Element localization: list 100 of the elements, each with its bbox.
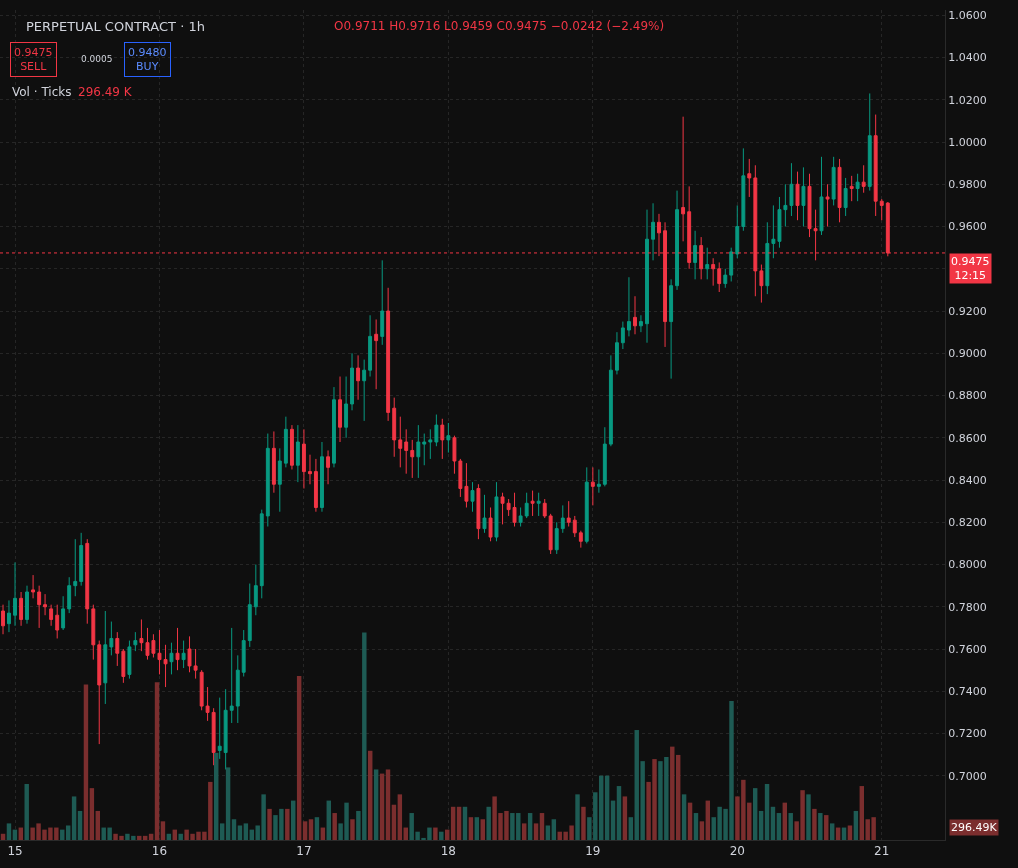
candlestick [867, 92, 872, 192]
bar [6, 823, 12, 840]
candlestick [771, 204, 776, 259]
bar [350, 819, 355, 840]
bar [373, 769, 379, 840]
bar [776, 813, 782, 840]
candlestick [181, 640, 186, 669]
bar [628, 817, 634, 840]
candlestick [464, 462, 469, 508]
bar [385, 769, 391, 840]
candlestick [717, 261, 722, 293]
candlestick [615, 331, 619, 375]
candlestick [500, 492, 505, 525]
y-tick-label: 0.7000 [948, 769, 987, 783]
candlestick [55, 604, 60, 639]
candlestick [25, 585, 29, 625]
candlestick [548, 513, 553, 555]
candlestick [693, 230, 698, 280]
y-tick-label: 0.7800 [948, 600, 987, 614]
candlestick [19, 591, 24, 627]
bar [456, 806, 462, 840]
candlestick [235, 654, 240, 724]
candlestick [482, 494, 487, 534]
candlestick [277, 447, 282, 513]
candlestick [169, 642, 174, 675]
candlestick [633, 295, 637, 335]
candlestick [626, 276, 631, 337]
candlestick [470, 481, 475, 513]
text: PERPETUAL CONTRACT · 1h [26, 19, 205, 34]
bar [302, 821, 308, 840]
bar [83, 684, 89, 840]
bar [486, 806, 491, 840]
candlestick [61, 595, 66, 631]
bar [433, 827, 438, 840]
candlestick [554, 521, 559, 555]
candlestick [759, 264, 764, 304]
candlestick [211, 707, 216, 766]
candlestick [374, 318, 379, 390]
bar [225, 767, 231, 840]
candlestick [295, 424, 300, 483]
candlestick [795, 171, 800, 221]
candlestick [356, 354, 361, 401]
candlestick [602, 426, 607, 487]
candlestick [362, 359, 367, 422]
candlestick [590, 466, 595, 506]
bar [24, 783, 29, 840]
bar [368, 750, 373, 840]
y-tick-label: 1.0400 [948, 51, 987, 65]
candlestick [705, 247, 710, 280]
candlestick [428, 428, 433, 460]
annotation: 0.9475 SELL [14, 46, 53, 74]
candlestick [518, 506, 523, 528]
candlestick [849, 175, 854, 202]
bar [77, 810, 83, 840]
bar [89, 788, 95, 840]
bar [829, 823, 835, 840]
y-tick-label: 0.9000 [948, 347, 987, 361]
y-tick-label: 0.8200 [948, 516, 987, 530]
candlestick [638, 314, 643, 333]
candlestick [368, 314, 373, 378]
candlestick [542, 498, 547, 519]
bar [285, 808, 290, 840]
candlestick [392, 397, 397, 458]
bar [308, 819, 314, 840]
y-tick-label: 0.8400 [948, 473, 987, 487]
candlestick [175, 627, 180, 671]
bar [314, 817, 320, 840]
candlestick [524, 492, 529, 519]
bar [539, 813, 545, 840]
x-tick-label: 18 [440, 844, 457, 859]
candlestick [566, 500, 571, 528]
candlestick [13, 561, 17, 627]
candlestick [241, 629, 246, 677]
candlestick [446, 422, 451, 454]
candlestick [313, 458, 318, 513]
candlestick [476, 483, 481, 540]
candlestick [398, 416, 403, 468]
candlestick [308, 454, 312, 485]
candlestick [711, 257, 716, 287]
bar [699, 821, 705, 840]
candlestick [91, 604, 96, 661]
candlestick [801, 166, 806, 228]
bar [468, 817, 474, 840]
candlestick [620, 321, 625, 350]
y-tick-label: 1.0000 [948, 135, 987, 149]
bar [237, 825, 243, 840]
candlestick [837, 158, 842, 223]
candlestick [584, 466, 589, 544]
bar [764, 783, 770, 840]
candlestick [386, 287, 391, 422]
bar [604, 775, 610, 840]
bar [622, 796, 628, 840]
bar [527, 813, 533, 840]
candlestick [422, 433, 427, 466]
y-tick-label: 0.8600 [948, 431, 987, 445]
bar [788, 813, 793, 840]
candlestick [645, 209, 649, 344]
y-tick-label: 1.0600 [948, 9, 987, 23]
x-tick-label: 19 [585, 844, 601, 859]
candlestick [380, 259, 385, 346]
